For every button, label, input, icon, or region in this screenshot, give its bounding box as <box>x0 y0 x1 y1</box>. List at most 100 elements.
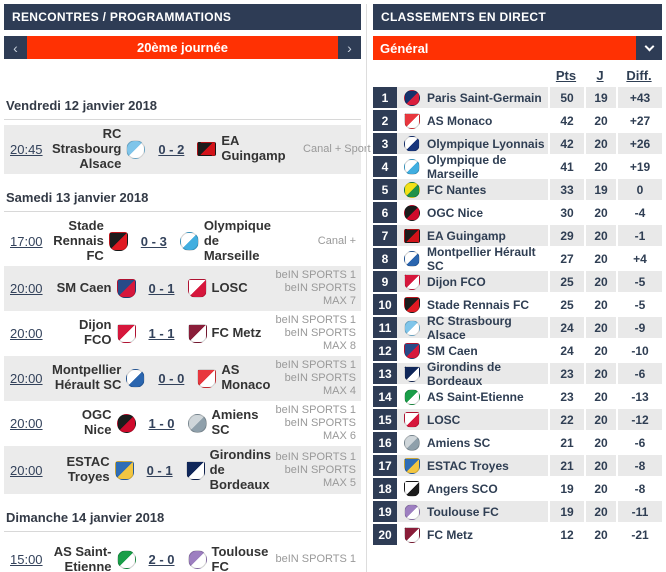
match-score-link[interactable]: 0 - 3 <box>140 233 167 249</box>
panel-divider <box>366 4 367 572</box>
home-team-logo <box>116 550 136 570</box>
points-value: 12 <box>548 524 584 545</box>
match-row: 20:00 Montpellier Hérault SC 0 - 0 AS Mo… <box>4 355 361 401</box>
rank-badge: 17 <box>373 455 397 476</box>
next-matchday-button[interactable]: › <box>338 36 361 59</box>
rank-badge: 15 <box>373 409 397 430</box>
standings-row-body: RC Strasbourg Alsace 24 20 -9 <box>397 314 662 342</box>
goal-diff-value: -10 <box>616 340 662 361</box>
standings-row: 17 ESTAC Troyes 21 20 -8 <box>373 455 662 476</box>
away-team-logo <box>187 550 207 570</box>
standings-row: 16 Amiens SC 21 20 -6 <box>373 432 662 453</box>
standings-row: 2 AS Monaco 42 20 +27 <box>373 110 662 131</box>
standings-row-body: Olympique de Marseille 41 20 +19 <box>397 153 662 181</box>
away-team-name: Amiens SC <box>211 407 259 438</box>
match-time-link[interactable]: 17:00 <box>10 233 43 249</box>
goal-diff-value: -5 <box>616 271 662 292</box>
matchday-navigator: ‹ 20ème journée › <box>4 36 361 59</box>
points-value: 21 <box>548 455 584 476</box>
club-name: Olympique Lyonnais <box>427 136 545 151</box>
club-logo-cell <box>397 365 427 382</box>
goal-diff-value: -12 <box>616 409 662 430</box>
match-time-link[interactable]: 20:00 <box>10 415 43 431</box>
points-value: 25 <box>548 271 584 292</box>
club-logo-cell <box>397 89 427 106</box>
club-name: ESTAC Troyes <box>427 458 509 473</box>
points-value: 29 <box>548 225 584 246</box>
standings-row-body: Dijon FCO 25 20 -5 <box>397 271 662 292</box>
club-name: Toulouse FC <box>427 504 499 519</box>
games-played-value: 20 <box>584 225 616 246</box>
match-time-link[interactable]: 20:00 <box>10 325 43 341</box>
match-score-link[interactable]: 0 - 2 <box>158 141 185 157</box>
club-logo <box>404 273 420 290</box>
goal-diff-value: -9 <box>616 317 662 338</box>
goal-diff-value: -6 <box>616 432 662 453</box>
match-time-link[interactable]: 20:00 <box>10 370 43 386</box>
standings-row-body: FC Nantes 33 19 0 <box>397 179 662 200</box>
club-name: FC Nantes <box>427 182 487 197</box>
home-team-logo <box>126 368 146 388</box>
matchday-label: 20ème journée <box>27 36 338 59</box>
points-value: 21 <box>548 432 584 453</box>
games-played-value: 20 <box>584 501 616 522</box>
match-score-link[interactable]: 0 - 1 <box>148 280 175 296</box>
club-logo <box>404 457 420 474</box>
club-logo-cell <box>397 319 427 336</box>
match-score-link[interactable]: 1 - 1 <box>148 325 175 341</box>
match-row: 20:00 SM Caen 0 - 1 LOSC beIN SPORTS 1 be… <box>4 265 361 311</box>
tv-channels: Canal + <box>271 235 361 248</box>
rank-badge: 16 <box>373 432 397 453</box>
games-played-value: 19 <box>584 87 616 108</box>
games-played-value: 20 <box>584 363 616 384</box>
away-team-logo <box>187 413 207 433</box>
tv-channel-label: beIN SPORTS 1 <box>275 358 357 371</box>
previous-matchday-button[interactable]: ‹ <box>4 36 27 59</box>
match-time-link[interactable]: 20:00 <box>10 462 43 478</box>
rank-badge: 19 <box>373 501 397 522</box>
standings-row-body: OGC Nice 30 20 -4 <box>397 202 662 223</box>
club-logo <box>404 365 420 382</box>
club-logo <box>404 250 420 267</box>
goal-diff-value: +26 <box>616 133 662 154</box>
club-logo-cell <box>397 158 427 175</box>
rank-badge: 18 <box>373 478 397 499</box>
goal-diff-value: -6 <box>616 363 662 384</box>
points-value: 23 <box>548 386 584 407</box>
match-time-link[interactable]: 20:00 <box>10 280 43 296</box>
match-time-link[interactable]: 20:45 <box>10 141 43 157</box>
tv-channels: beIN SPORTS 1 beIN SPORTS MAX 7 <box>271 269 361 308</box>
match-score-link[interactable]: 2 - 0 <box>148 552 175 568</box>
away-team-logo <box>185 460 205 480</box>
home-team-logo <box>116 278 136 298</box>
dropdown-button[interactable] <box>636 36 662 60</box>
standings-row: 13 Girondins de Bordeaux 23 20 -6 <box>373 360 662 388</box>
rank-badge: 12 <box>373 340 397 361</box>
match-row: 20:45 RC Strasbourg Alsace 0 - 2 EA Guin… <box>4 125 371 174</box>
points-value: 24 <box>548 317 584 338</box>
match-time-link[interactable]: 15:00 <box>10 552 43 568</box>
club-name: FC Metz <box>427 527 473 542</box>
standings-row: 1 Paris Saint-Germain 50 19 +43 <box>373 87 662 108</box>
standings-filter-dropdown[interactable]: Général <box>373 36 662 60</box>
away-team-name: LOSC <box>211 279 248 295</box>
club-logo-cell <box>397 296 427 313</box>
home-team-name: AS Saint-Etienne <box>53 544 112 572</box>
home-team-name: Dijon FCO <box>79 317 112 348</box>
match-score-link[interactable]: 0 - 0 <box>158 370 185 386</box>
standings-row-body: FC Metz 12 20 -21 <box>397 524 662 545</box>
standings-row: 19 Toulouse FC 19 20 -11 <box>373 501 662 522</box>
standings-row: 12 SM Caen 24 20 -10 <box>373 340 662 361</box>
match-day-section: Samedi 13 janvier 2018 17:00 Stade Renna… <box>4 185 361 495</box>
rank-badge: 4 <box>373 156 397 177</box>
standings-row-body: SM Caen 24 20 -10 <box>397 340 662 361</box>
standings-row: 18 Angers SCO 19 20 -8 <box>373 478 662 499</box>
club-name: LOSC <box>427 412 461 427</box>
tv-channel-label: beIN SPORTS MAX 5 <box>284 463 356 489</box>
standings-row: 7 EA Guingamp 29 20 -1 <box>373 225 662 246</box>
points-value: 30 <box>548 202 584 223</box>
match-score-link[interactable]: 1 - 0 <box>148 415 175 431</box>
match-day-section: Dimanche 14 janvier 2018 15:00 AS Saint-… <box>4 505 361 572</box>
match-score-link[interactable]: 0 - 1 <box>146 462 173 478</box>
